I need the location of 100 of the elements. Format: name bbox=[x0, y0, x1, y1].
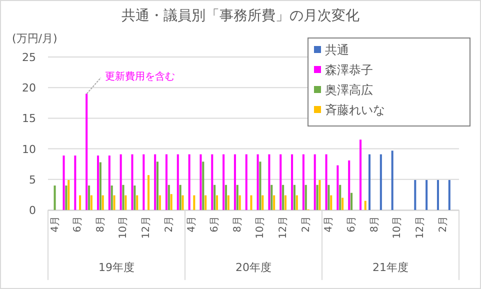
bar bbox=[156, 162, 159, 210]
text: 21年度 bbox=[372, 261, 408, 274]
bar bbox=[165, 154, 168, 210]
bar bbox=[62, 156, 65, 210]
y-tick-label: 25 bbox=[22, 51, 36, 64]
bar bbox=[54, 186, 56, 210]
bar bbox=[142, 154, 145, 210]
x-tick-label: 6月 bbox=[72, 216, 84, 232]
bar bbox=[204, 195, 207, 210]
text: 19年度 bbox=[98, 261, 134, 274]
bar bbox=[193, 195, 196, 210]
bar bbox=[202, 162, 204, 210]
bar bbox=[426, 180, 428, 210]
bar bbox=[380, 154, 382, 210]
bar bbox=[293, 184, 296, 210]
y-axis-title: (万円/月) bbox=[12, 32, 58, 45]
legend-label: 森澤恭子 bbox=[325, 63, 373, 77]
x-tick-label: 12月 bbox=[141, 216, 152, 239]
x-tick-label: 4月 bbox=[50, 216, 61, 232]
bar bbox=[245, 154, 248, 210]
bar bbox=[74, 156, 76, 210]
bar bbox=[224, 184, 227, 210]
y-tick-label: 5 bbox=[29, 173, 36, 186]
bar bbox=[282, 184, 284, 210]
bar bbox=[336, 165, 339, 210]
bar bbox=[234, 154, 236, 210]
bar bbox=[314, 154, 316, 210]
bar bbox=[414, 180, 416, 210]
bar bbox=[90, 195, 92, 210]
bar bbox=[124, 195, 127, 210]
x-tick-label: 4月 bbox=[186, 216, 198, 232]
x-tick-label: 2月 bbox=[300, 216, 312, 232]
y-tick-label: 20 bbox=[22, 82, 36, 95]
bar bbox=[96, 156, 100, 210]
x-tick-label: 10月 bbox=[255, 216, 266, 239]
bar bbox=[448, 180, 450, 210]
bar bbox=[158, 195, 161, 210]
x-tick-label: 8月 bbox=[232, 216, 244, 232]
bar bbox=[216, 195, 218, 210]
bar bbox=[436, 180, 439, 210]
bar bbox=[211, 154, 214, 210]
bar bbox=[102, 195, 104, 210]
bar bbox=[154, 154, 156, 210]
bar bbox=[304, 184, 307, 210]
bar bbox=[330, 195, 332, 210]
x-tick-label: 6月 bbox=[210, 216, 221, 232]
bar bbox=[65, 186, 68, 210]
bar bbox=[168, 184, 170, 210]
bar bbox=[179, 184, 182, 210]
bar bbox=[147, 175, 150, 210]
y-tick-label: 10 bbox=[22, 142, 36, 156]
bar bbox=[262, 195, 264, 210]
bar bbox=[342, 198, 344, 210]
x-tick-label: 10月 bbox=[392, 216, 404, 239]
x-tick-label: 2月 bbox=[164, 216, 175, 232]
bar bbox=[227, 195, 230, 210]
bar bbox=[364, 200, 366, 210]
bar bbox=[270, 184, 273, 210]
bar bbox=[325, 154, 328, 210]
bar bbox=[236, 184, 238, 210]
bar bbox=[170, 194, 172, 210]
bar bbox=[86, 94, 88, 210]
bar bbox=[79, 195, 82, 210]
x-tick-label: 8月 bbox=[95, 216, 106, 232]
bar bbox=[238, 195, 241, 210]
bar bbox=[296, 195, 298, 210]
x-tick-label: 4月 bbox=[324, 216, 335, 232]
bar bbox=[136, 195, 138, 210]
chart-title: 共通・議員別「事務所費」の月次変化 bbox=[122, 8, 360, 24]
bar bbox=[200, 154, 202, 210]
x-tick-label: 6月 bbox=[346, 216, 358, 232]
bar bbox=[291, 154, 294, 210]
bar bbox=[122, 184, 124, 210]
bar bbox=[110, 186, 113, 210]
bar bbox=[113, 195, 116, 210]
bar bbox=[273, 195, 276, 210]
bar bbox=[131, 154, 134, 210]
text: 20年度 bbox=[236, 261, 272, 274]
x-tick-label: 12月 bbox=[414, 216, 426, 239]
x-tick-label: 10月 bbox=[118, 216, 130, 239]
bar bbox=[222, 154, 225, 210]
bar bbox=[280, 154, 282, 210]
bar bbox=[134, 186, 136, 210]
bar bbox=[318, 180, 321, 210]
x-tick-label: 8月 bbox=[369, 216, 380, 232]
bar bbox=[348, 160, 350, 210]
bar bbox=[350, 192, 353, 210]
bar bbox=[108, 156, 110, 210]
legend-label: 奥澤高広 bbox=[325, 83, 373, 97]
bar bbox=[259, 162, 262, 210]
bar bbox=[99, 162, 102, 210]
bar bbox=[120, 154, 122, 210]
legend-label: 斉藤れいな bbox=[325, 103, 385, 117]
bar bbox=[368, 154, 371, 210]
y-tick-label: 15 bbox=[22, 112, 36, 126]
y-tick-label: 0 bbox=[29, 204, 36, 217]
bar bbox=[182, 195, 184, 210]
bar bbox=[188, 154, 190, 210]
bar bbox=[256, 154, 259, 210]
bar bbox=[250, 195, 252, 210]
